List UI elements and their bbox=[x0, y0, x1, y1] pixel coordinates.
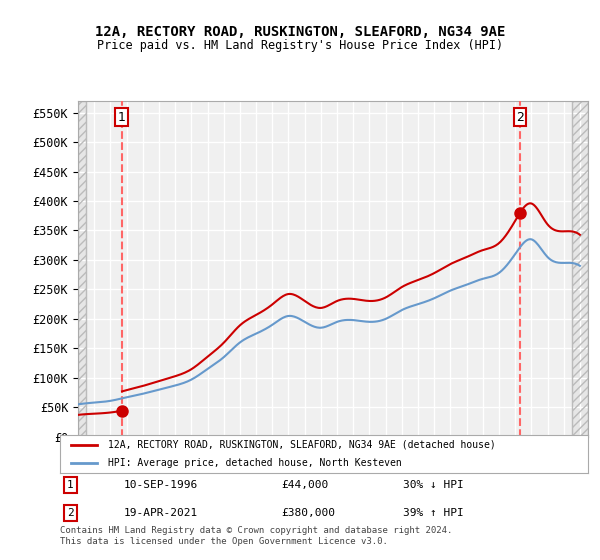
Bar bbox=[572, 101, 588, 437]
Text: 1: 1 bbox=[67, 480, 74, 490]
Text: Price paid vs. HM Land Registry's House Price Index (HPI): Price paid vs. HM Land Registry's House … bbox=[97, 39, 503, 52]
Text: 1: 1 bbox=[118, 111, 125, 124]
Bar bbox=[78, 101, 86, 437]
Text: 19-APR-2021: 19-APR-2021 bbox=[124, 508, 197, 518]
Text: 2: 2 bbox=[516, 111, 524, 124]
Text: 12A, RECTORY ROAD, RUSKINGTON, SLEAFORD, NG34 9AE: 12A, RECTORY ROAD, RUSKINGTON, SLEAFORD,… bbox=[95, 25, 505, 39]
Bar bbox=[78, 101, 86, 437]
Text: 12A, RECTORY ROAD, RUSKINGTON, SLEAFORD, NG34 9AE (detached house): 12A, RECTORY ROAD, RUSKINGTON, SLEAFORD,… bbox=[107, 440, 495, 450]
Text: 39% ↑ HPI: 39% ↑ HPI bbox=[403, 508, 464, 518]
Text: £44,000: £44,000 bbox=[282, 480, 329, 490]
Bar bbox=[572, 101, 588, 437]
Text: 30% ↓ HPI: 30% ↓ HPI bbox=[403, 480, 464, 490]
Text: 10-SEP-1996: 10-SEP-1996 bbox=[124, 480, 197, 490]
Text: £380,000: £380,000 bbox=[282, 508, 336, 518]
Text: 2: 2 bbox=[67, 508, 74, 518]
Text: HPI: Average price, detached house, North Kesteven: HPI: Average price, detached house, Nort… bbox=[107, 458, 401, 468]
Text: Contains HM Land Registry data © Crown copyright and database right 2024.
This d: Contains HM Land Registry data © Crown c… bbox=[60, 526, 452, 546]
